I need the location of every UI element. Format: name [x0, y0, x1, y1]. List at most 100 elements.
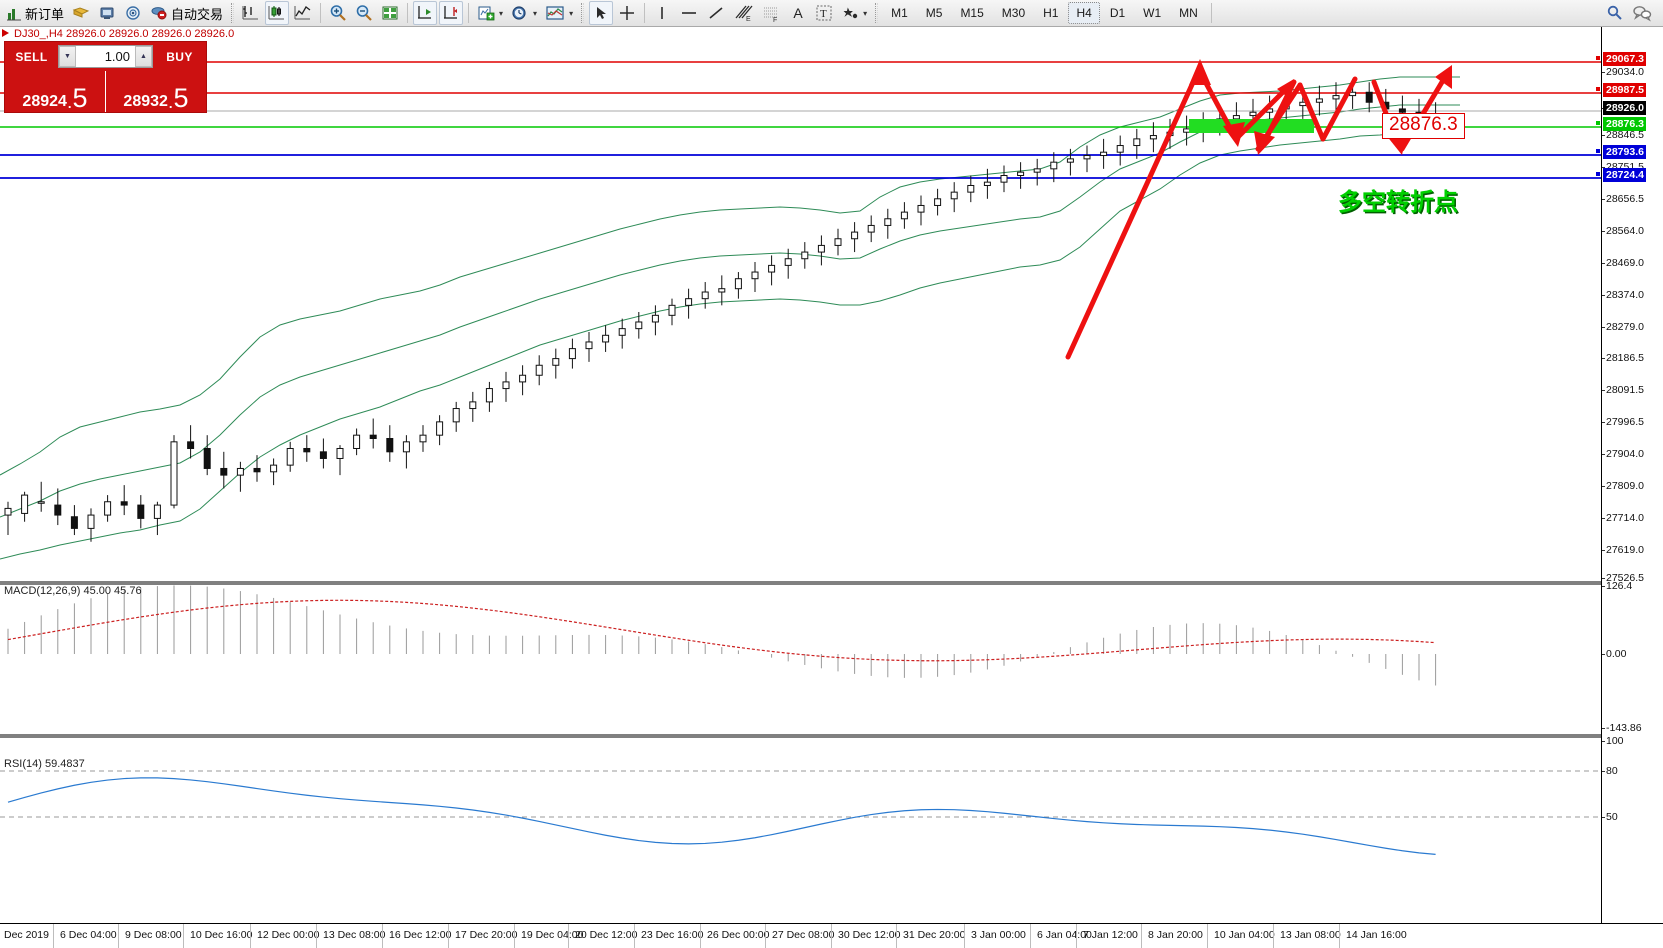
- price-tag[interactable]: 28926.0: [1603, 101, 1646, 115]
- price-tag-handle[interactable]: [1595, 120, 1601, 126]
- price-tag[interactable]: 28876.3: [1603, 117, 1646, 131]
- time-tick-separator: [1273, 924, 1274, 948]
- price-tag[interactable]: 28724.4: [1603, 168, 1646, 182]
- candle-body: [801, 251, 809, 260]
- price-tag[interactable]: 29067.3: [1603, 52, 1646, 66]
- candlestick-chart-button[interactable]: [265, 1, 290, 25]
- candle-body: [917, 204, 925, 213]
- vertical-line-tool[interactable]: [650, 1, 674, 25]
- zoom-in-button[interactable]: [326, 1, 350, 25]
- sell-price-cell[interactable]: 28924 . 5: [5, 71, 106, 112]
- indicators-caret-icon[interactable]: ▾: [499, 8, 504, 18]
- candle-body: [685, 298, 693, 306]
- timeframe-m1[interactable]: M1: [891, 6, 908, 20]
- toolbar-divider-1: [320, 3, 322, 23]
- candle-body: [1398, 108, 1406, 113]
- candle-body: [1365, 91, 1373, 103]
- timeframe-m30[interactable]: M30: [1001, 6, 1026, 20]
- crosshair-icon: [620, 6, 635, 20]
- autotrade-button[interactable]: 自动交易: [147, 1, 226, 25]
- terminal-button[interactable]: [95, 1, 119, 25]
- candle-body: [1083, 155, 1091, 160]
- candle-body: [950, 191, 958, 200]
- indicator-tick: 100: [1602, 735, 1624, 747]
- time-tick-label: 20 Dec 12:00: [575, 929, 638, 941]
- price-tick: 28186.5: [1602, 352, 1644, 364]
- horizontal-line-tool[interactable]: [676, 1, 702, 25]
- chat-button[interactable]: [1629, 1, 1655, 25]
- price-tag-handle[interactable]: [1595, 148, 1601, 154]
- buy-price-cell[interactable]: 28932 . 5: [106, 71, 206, 112]
- price-tag[interactable]: 28793.6: [1603, 145, 1646, 159]
- timeframe-h1[interactable]: H1: [1043, 6, 1059, 20]
- price-tick: 28656.5: [1602, 193, 1644, 205]
- candle-body: [220, 467, 228, 476]
- line-chart-button[interactable]: [291, 1, 315, 25]
- chart-shift-button[interactable]: [439, 1, 464, 25]
- period-button[interactable]: ▾: [508, 1, 540, 25]
- candle-body: [469, 401, 477, 410]
- equidistant-channel-tool[interactable]: E: [730, 1, 756, 25]
- candle-body: [270, 464, 278, 473]
- new-order-button[interactable]: 新订单: [3, 1, 67, 25]
- price-tag-handle[interactable]: [1595, 86, 1601, 92]
- text-label-tool[interactable]: T: [812, 1, 836, 25]
- price-tag[interactable]: 28987.5: [1603, 83, 1646, 97]
- candle-body: [768, 264, 776, 273]
- buy-button[interactable]: BUY: [156, 44, 203, 69]
- navigator-button[interactable]: [121, 1, 145, 25]
- price-tag-handle[interactable]: [1595, 171, 1601, 177]
- templates-caret-icon[interactable]: ▾: [569, 8, 574, 18]
- time-tick-separator: [118, 924, 119, 948]
- volume-value[interactable]: 1.00: [104, 49, 130, 64]
- fibonacci-tool[interactable]: F: [758, 1, 784, 25]
- sell-button[interactable]: SELL: [8, 44, 55, 69]
- expert-advisor-button[interactable]: [69, 1, 93, 25]
- trendline-tool[interactable]: [704, 1, 728, 25]
- timeframe-d1[interactable]: D1: [1109, 6, 1126, 20]
- time-tick-separator: [1207, 924, 1208, 948]
- one-click-trading-panel[interactable]: SELL ▼ 1.00 ▲ BUY 28924 . 5 28932 . 5: [4, 41, 207, 113]
- search-button[interactable]: [1603, 1, 1627, 25]
- shapes-tool[interactable]: ▾: [838, 1, 870, 25]
- templates-button[interactable]: ▾: [542, 1, 576, 25]
- crosshair-tool[interactable]: [615, 1, 639, 25]
- price-tick: 27904.0: [1602, 448, 1644, 460]
- tile-windows-icon: [382, 6, 398, 20]
- text-tool[interactable]: A: [786, 1, 810, 25]
- timeframe-m15[interactable]: M15: [960, 6, 984, 20]
- shapes-caret-icon[interactable]: ▾: [863, 8, 868, 18]
- terminal-icon: [100, 7, 114, 19]
- time-scale[interactable]: Dec 2019 6 Dec 04:00 9 Dec 08:00 10 Dec 16:…: [0, 923, 1663, 948]
- period-caret-icon[interactable]: ▾: [533, 8, 538, 18]
- chart-canvas[interactable]: DJ30_,H4 28926.0 28926.0 28926.0 28926.0…: [0, 27, 1663, 948]
- candle-body: [1066, 158, 1074, 163]
- price-callout-annotation: 28876.3: [1382, 113, 1465, 139]
- indicator-tick: 0.00: [1601, 648, 1627, 660]
- price-tag-handle[interactable]: [1595, 55, 1601, 61]
- candle-body: [502, 381, 510, 390]
- timeframe-mn[interactable]: MN: [1179, 6, 1198, 20]
- bar-chart-button[interactable]: [239, 1, 263, 25]
- indicators-button[interactable]: ▾: [474, 1, 506, 25]
- candle-body: [4, 507, 12, 516]
- radar-icon: [126, 6, 140, 20]
- price-scale[interactable]: 29034.028926.028846.528751.528656.528564…: [1595, 27, 1663, 947]
- text-label-icon: T: [816, 5, 832, 21]
- timeframe-h4[interactable]: H4: [1068, 2, 1100, 24]
- timeframe-w1[interactable]: W1: [1143, 6, 1162, 20]
- timeframe-m5[interactable]: M5: [925, 6, 943, 20]
- time-tick-label: 6 Dec 04:00: [60, 929, 117, 941]
- zoom-out-button[interactable]: [352, 1, 376, 25]
- auto-scroll-button[interactable]: [413, 1, 438, 25]
- candle-body: [1149, 135, 1157, 140]
- tile-windows-button[interactable]: [378, 1, 402, 25]
- time-tick-separator: [765, 924, 766, 948]
- cursor-tool[interactable]: [589, 1, 614, 25]
- volume-increment-button[interactable]: ▲: [135, 46, 152, 67]
- volume-decrement-button[interactable]: ▼: [59, 46, 76, 67]
- macd-signal-line: [7, 599, 1436, 662]
- volume-input[interactable]: ▼ 1.00 ▲: [58, 45, 153, 68]
- time-tick-separator: [250, 924, 251, 948]
- macd-histogram: [7, 585, 1437, 686]
